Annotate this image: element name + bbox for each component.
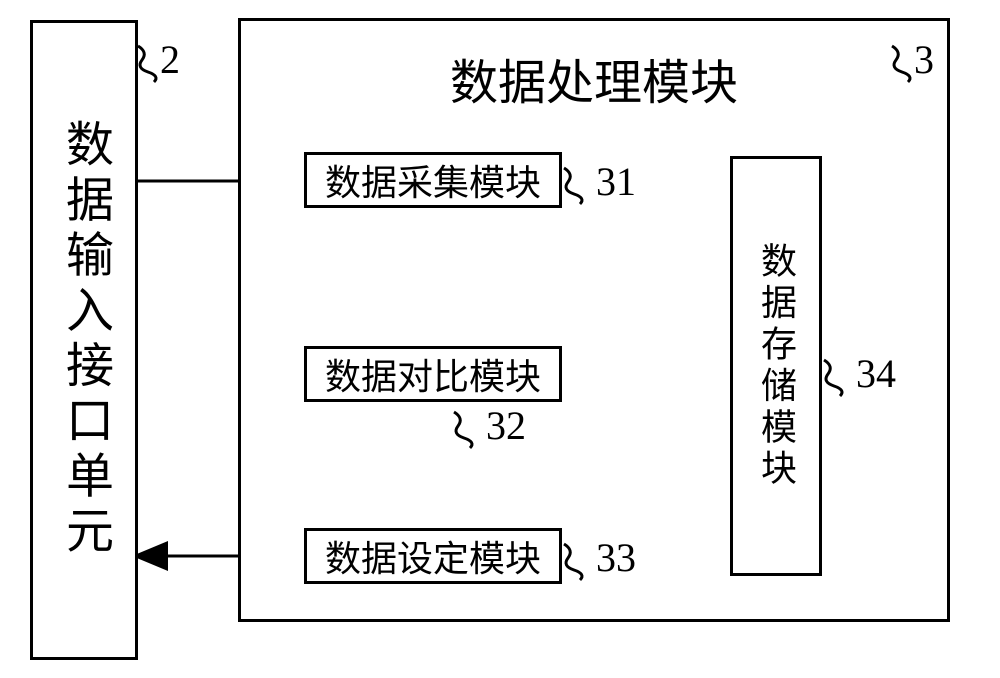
- main-container-title: 数据处理模块: [450, 57, 738, 110]
- node-storage-label: 数据存储模块: [750, 242, 802, 490]
- annotation-number: 33: [596, 534, 636, 581]
- lead-line-squiggle: [452, 410, 482, 450]
- node-storage: 数据存储模块: [730, 156, 822, 576]
- annotation-number: 31: [596, 158, 636, 205]
- main-container-title-wrap: 数据处理模块: [241, 21, 947, 113]
- annotation-number: 2: [160, 36, 180, 83]
- node-left-block-label: 数据输入接口单元: [49, 119, 119, 561]
- node-sub-32: 数据对比模块: [304, 346, 562, 402]
- annotation-number: 34: [856, 350, 896, 397]
- node-sub-31: 数据采集模块: [304, 152, 562, 208]
- lead-line-squiggle: [822, 358, 852, 398]
- lead-line-squiggle: [562, 542, 592, 582]
- node-sub-31-label: 数据采集模块: [325, 154, 541, 206]
- node-sub-33-label: 数据设定模块: [325, 530, 541, 582]
- node-left-block: 数据输入接口单元: [30, 20, 138, 660]
- annotation-number: 32: [486, 402, 526, 449]
- node-sub-33: 数据设定模块: [304, 528, 562, 584]
- annotation-number: 3: [914, 36, 934, 83]
- lead-line-squiggle: [562, 166, 592, 206]
- node-sub-32-label: 数据对比模块: [325, 348, 541, 400]
- diagram-canvas: 数据输入接口单元 数据处理模块 数据采集模块 数据对比模块 数据设定模块 数据存…: [0, 0, 1000, 678]
